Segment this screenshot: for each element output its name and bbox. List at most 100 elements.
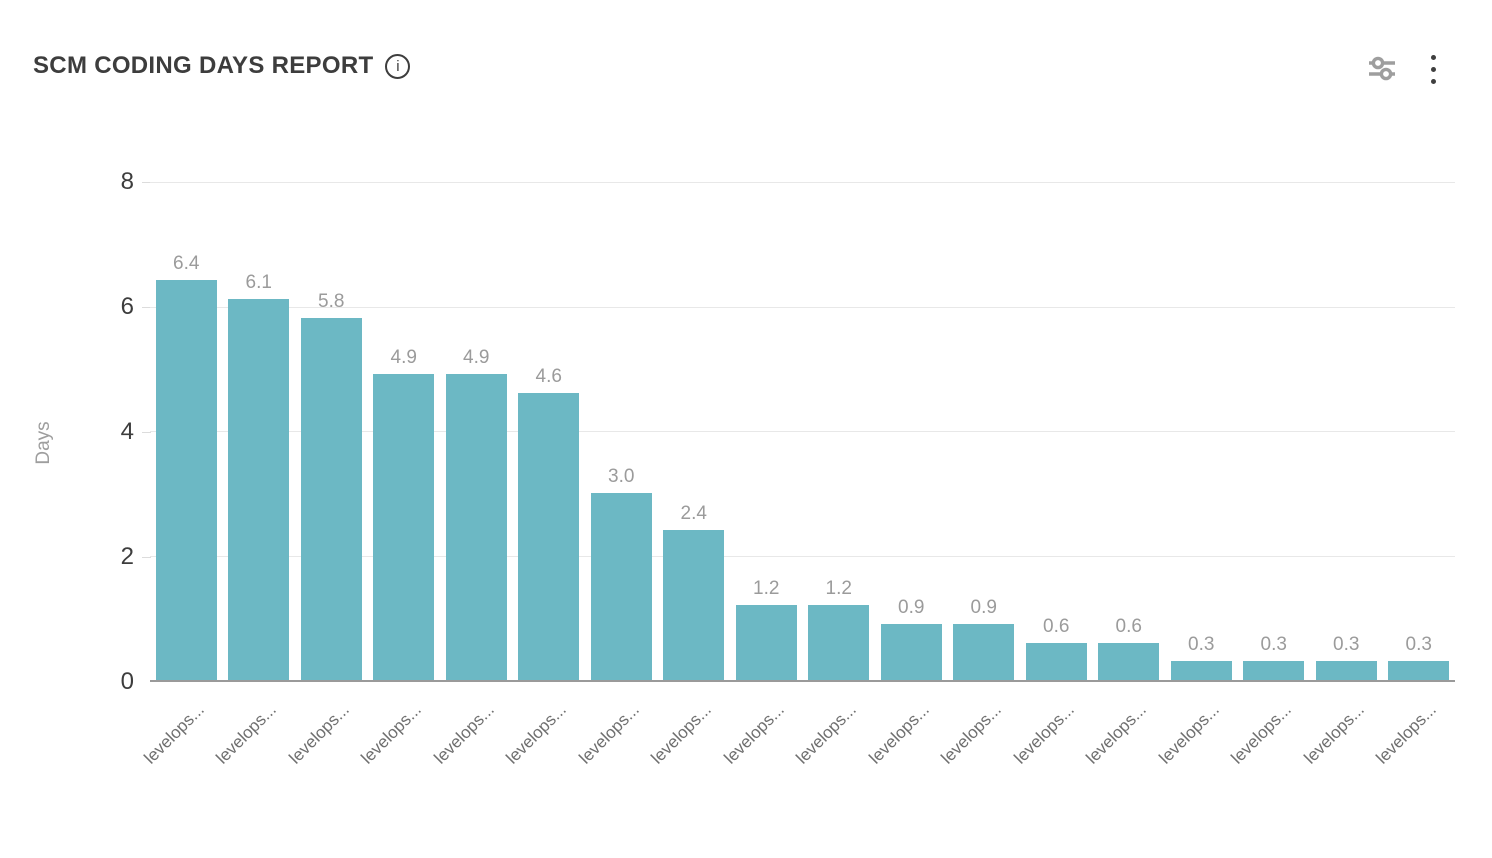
x-axis-label-cell: levelops... (575, 694, 658, 854)
bar-value-label: 5.8 (318, 290, 345, 312)
x-axis-label: levelops... (720, 700, 788, 768)
bar[interactable] (663, 530, 725, 680)
kebab-dot (1431, 66, 1436, 72)
bar[interactable] (518, 392, 580, 680)
header-actions (1363, 50, 1444, 88)
x-axis-label-cell: levelops... (140, 694, 223, 854)
info-icon[interactable]: i (385, 53, 411, 79)
x-axis-label: levelops... (865, 700, 933, 768)
bar-cell: 0.6 (1093, 182, 1166, 680)
bar[interactable] (1170, 661, 1232, 680)
x-axis-label: levelops... (575, 700, 643, 768)
bar-cell: 0.9 (875, 182, 948, 680)
x-axis-label-cell: levelops... (1300, 694, 1383, 854)
x-axis-label-cell: levelops... (1228, 694, 1311, 854)
bar[interactable] (1388, 661, 1450, 680)
x-axis-label-cell: levelops... (503, 694, 586, 854)
bar[interactable] (590, 492, 652, 680)
y-axis-tick-label: 2 (120, 543, 134, 570)
bars-container: 6.4 6.1 5.8 4.9 4.9 4.6 3.0 2.4 1.2 1.2 0.9 0.9 0.6 0… (150, 182, 1455, 680)
bar-value-label: 0.9 (970, 596, 997, 618)
x-axis-label-cell: levelops... (648, 694, 731, 854)
x-axis-label: levelops... (1300, 700, 1368, 768)
y-axis-tick (142, 307, 151, 308)
bar-cell: 0.3 (1238, 182, 1311, 680)
bar[interactable] (1243, 661, 1305, 680)
bar[interactable] (1315, 661, 1377, 680)
x-axis-label: levelops... (1082, 700, 1151, 768)
bar-cell: 6.1 (223, 182, 296, 680)
widget-header: SCM CODING DAYS REPORT i (0, 0, 1492, 120)
x-axis-label-cell: levelops... (430, 694, 513, 854)
x-axis-label: levelops... (647, 700, 716, 768)
bar-cell: 1.2 (730, 182, 803, 680)
bar-value-label: 6.4 (173, 253, 200, 274)
bar-cell: 3.0 (585, 182, 658, 680)
bar-cell: 1.2 (803, 182, 876, 680)
x-axis-label: levelops... (1155, 700, 1223, 768)
bar-cell: 0.3 (1310, 182, 1383, 680)
bar[interactable] (880, 623, 942, 680)
y-axis-tick (142, 432, 151, 433)
bar-cell: 4.9 (368, 182, 441, 680)
x-axis-label-cell: levelops... (1010, 694, 1093, 854)
bar-cell: 6.4 (150, 182, 223, 680)
bar-value-label: 4.9 (463, 346, 490, 368)
bar[interactable] (445, 373, 507, 680)
bar-cell: 0.9 (948, 182, 1021, 680)
plot-area: 6.4 6.1 5.8 4.9 4.9 4.6 3.0 2.4 1.2 1.2 0.9 0.9 0.6 0… (150, 182, 1455, 682)
bar-value-label: 3.0 (608, 465, 635, 487)
page-title: SCM CODING DAYS REPORT (33, 52, 374, 79)
kebab-menu-button[interactable] (1423, 51, 1444, 88)
bar-value-label: 0.6 (1043, 615, 1070, 637)
bar[interactable] (228, 298, 290, 680)
x-axis-label: levelops... (937, 700, 1006, 768)
bar[interactable] (300, 317, 362, 680)
x-axis-label: levelops... (212, 700, 281, 768)
x-axis-label-cell: levelops... (1155, 694, 1238, 854)
y-axis-tick (142, 182, 151, 183)
bar[interactable] (373, 373, 435, 680)
bar-cell: 2.4 (658, 182, 731, 680)
y-axis-tick-label: 8 (120, 168, 134, 195)
x-axis-label-cell: levelops... (793, 694, 876, 854)
bar[interactable] (808, 605, 870, 680)
bar[interactable] (155, 280, 217, 680)
x-axis-label: levelops... (792, 700, 861, 768)
y-axis-tick-label: 4 (120, 418, 134, 445)
bar-value-label: 0.6 (1115, 615, 1142, 637)
x-axis-label: levelops... (502, 700, 571, 768)
x-axis-labels: levelops... levelops... levelops... levelop… (140, 694, 1456, 854)
bar-value-label: 0.3 (1188, 634, 1215, 656)
bar[interactable] (1025, 642, 1087, 680)
bar-value-label: 2.4 (680, 503, 707, 524)
gridline (150, 306, 1455, 308)
x-axis-label-cell: levelops... (1083, 694, 1166, 854)
bar-cell: 5.8 (295, 182, 368, 680)
bar[interactable] (735, 605, 797, 680)
bar-value-label: 0.3 (1260, 634, 1287, 656)
bar-cell: 0.3 (1165, 182, 1238, 680)
x-axis-label-cell: levelops... (285, 694, 368, 854)
kebab-dot (1431, 78, 1436, 84)
bar-value-label: 4.6 (535, 365, 562, 387)
x-axis-label: levelops... (140, 700, 208, 768)
bar-cell: 0.3 (1383, 182, 1456, 680)
gridline (150, 555, 1455, 557)
x-axis-label-cell: levelops... (1373, 694, 1456, 854)
bar-value-label: 6.1 (245, 271, 272, 293)
x-axis-label-cell: levelops... (938, 694, 1021, 854)
bar[interactable] (1098, 642, 1160, 680)
y-axis-tick-label: 6 (120, 293, 134, 320)
filters-button[interactable] (1363, 50, 1401, 88)
bar[interactable] (953, 623, 1015, 680)
x-axis-label: levelops... (285, 700, 353, 768)
bar-value-label: 4.9 (390, 346, 417, 368)
gridline (150, 182, 1455, 183)
x-axis-label-cell: levelops... (865, 694, 948, 854)
x-axis-label-cell: levelops... (213, 694, 296, 854)
x-axis-label-cell: levelops... (720, 694, 803, 854)
bar-cell: 4.9 (440, 182, 513, 680)
title-wrap: SCM CODING DAYS REPORT i (33, 52, 411, 80)
